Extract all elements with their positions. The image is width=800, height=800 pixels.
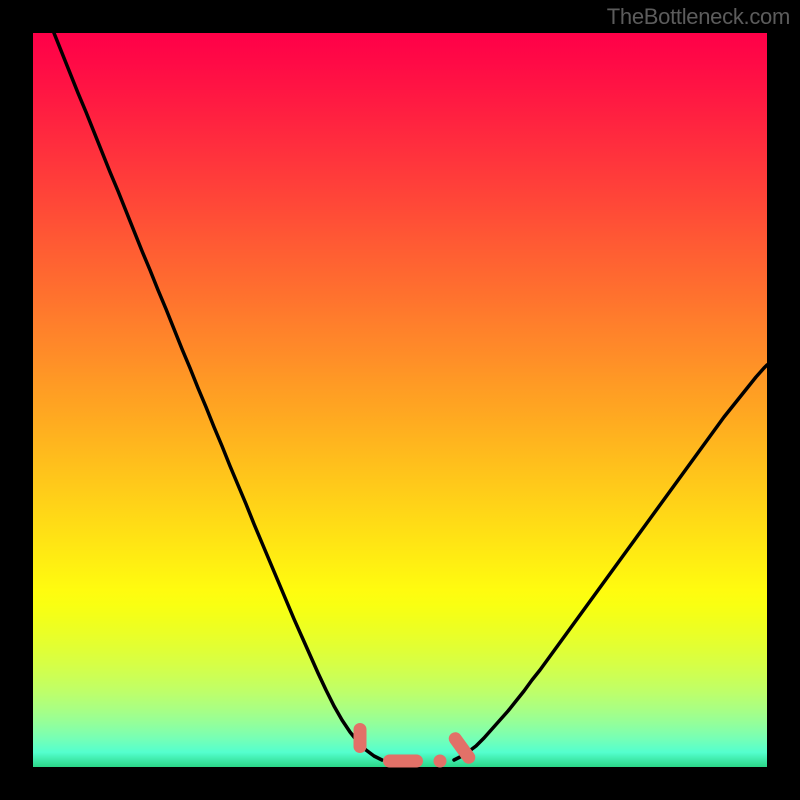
attribution-text: TheBottleneck.com — [607, 4, 790, 30]
bottleneck-chart — [0, 0, 800, 800]
heat-gradient-background — [33, 33, 767, 767]
